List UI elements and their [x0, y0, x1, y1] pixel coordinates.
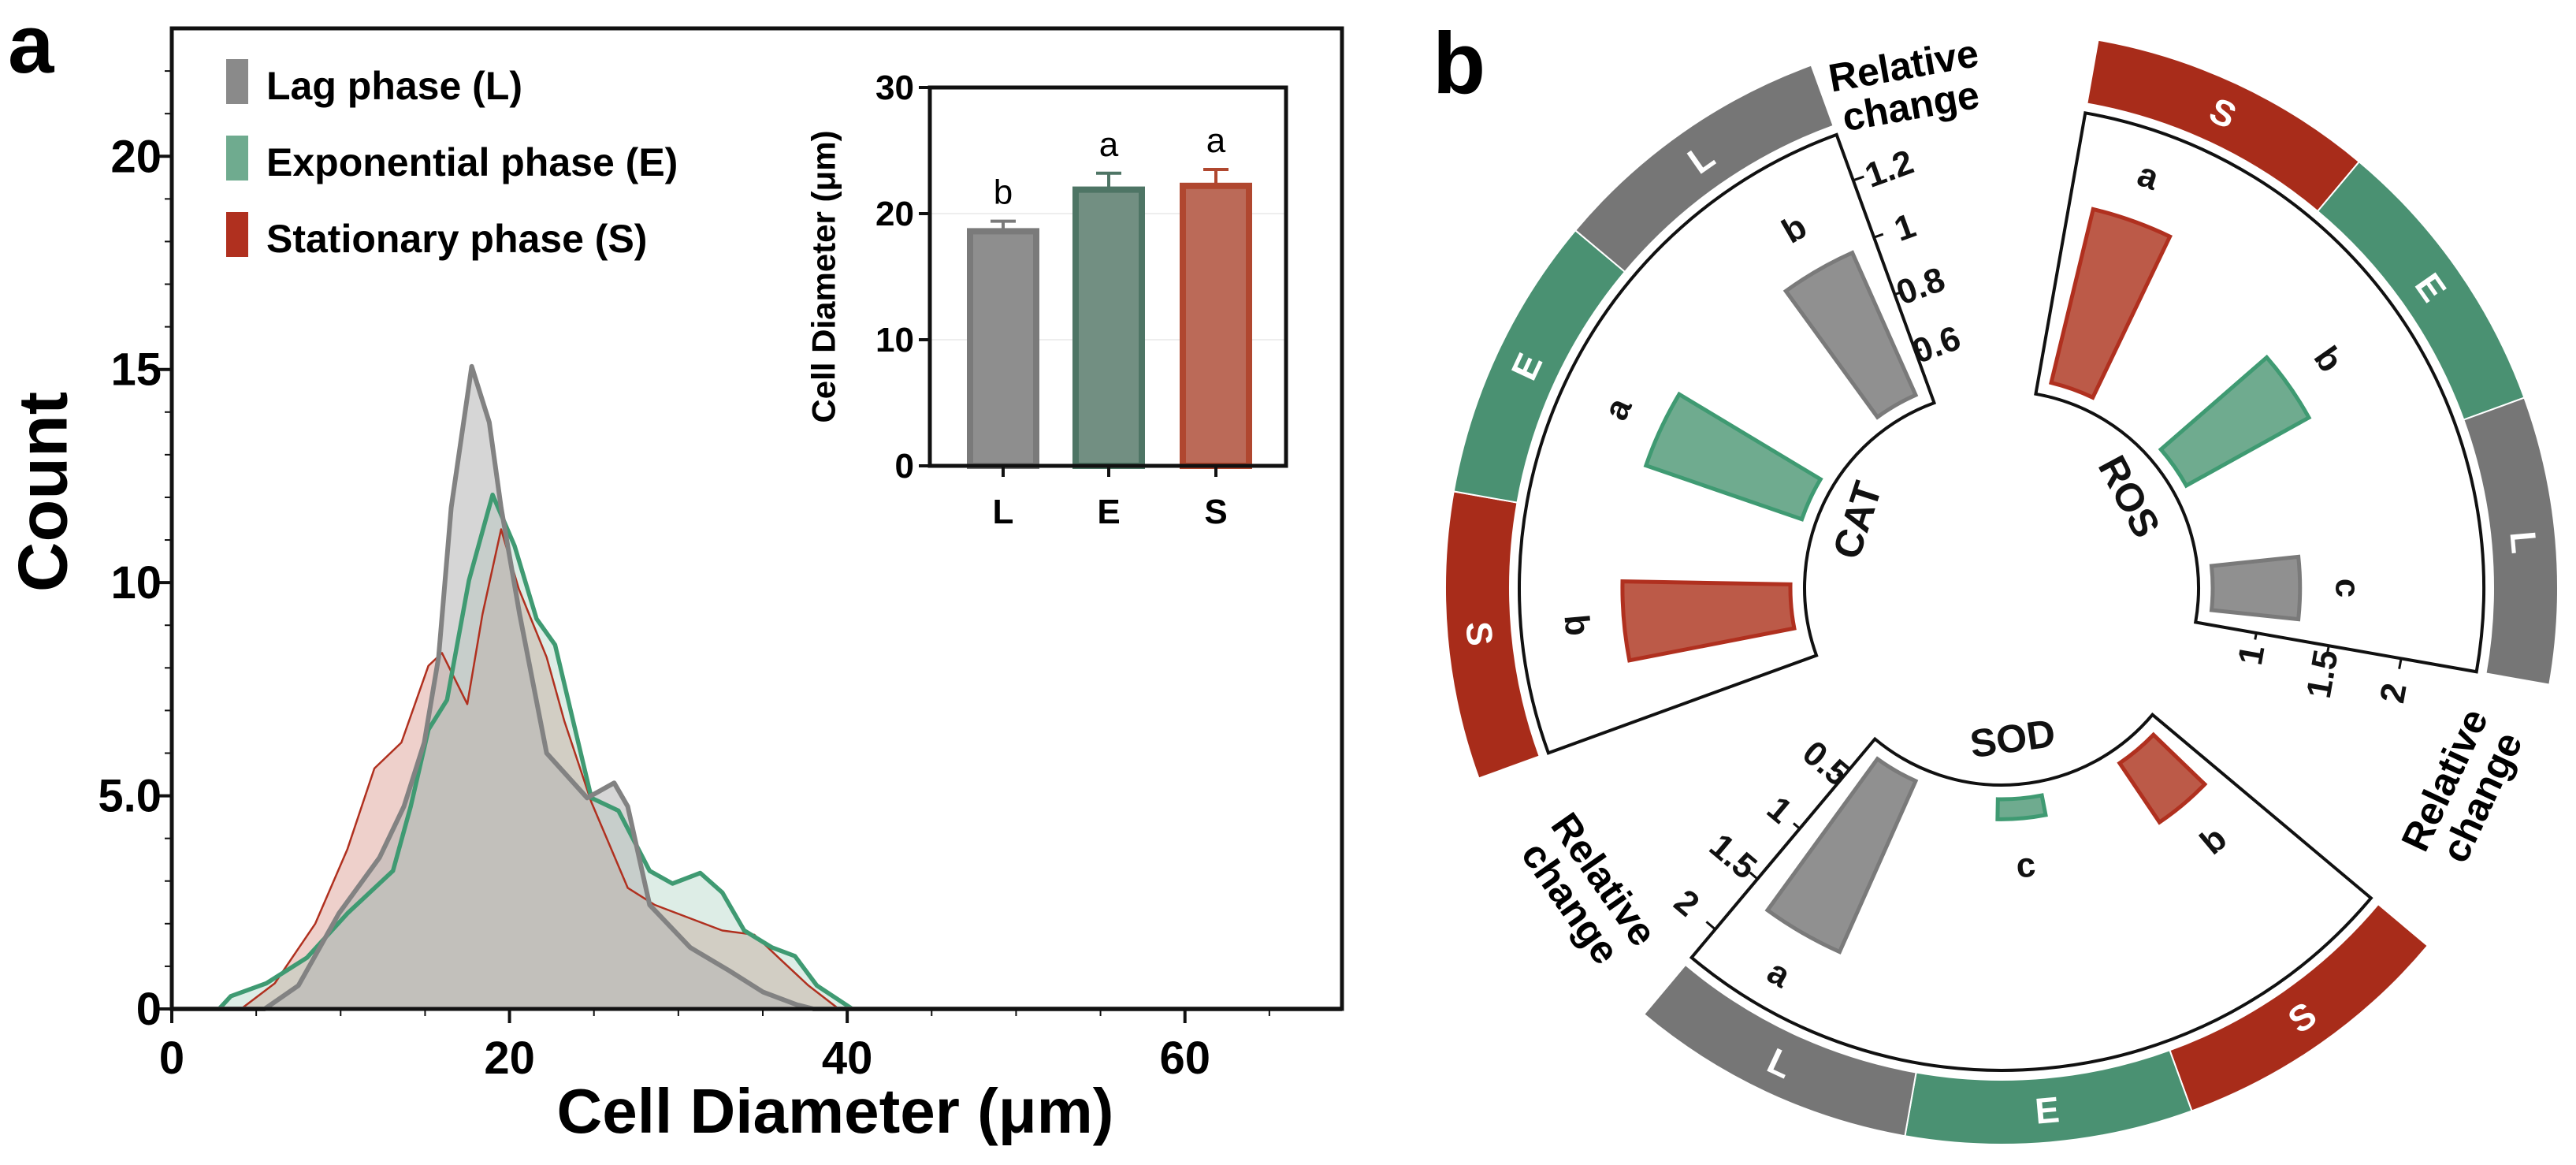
legend-swatch-exponential	[226, 136, 248, 181]
radial-tick-mark	[1894, 290, 1903, 296]
inset-significance-letter: b	[994, 173, 1013, 212]
inset-y-tick-label: 20	[875, 195, 914, 233]
radial-tick-label: 0.8	[1891, 260, 1950, 313]
radial-tick-mark	[2325, 645, 2330, 655]
inset-y-tick-label: 10	[875, 321, 914, 359]
x-tick-label: 60	[1159, 1033, 1210, 1084]
bar-cat-L	[1782, 250, 1919, 420]
density-area-L	[172, 366, 1342, 1009]
y-tick-label: 0	[136, 984, 162, 1035]
ring-segment-L	[1574, 64, 1834, 274]
ring-segment-L	[1642, 963, 1917, 1137]
y-tick-label: 20	[110, 131, 162, 182]
y-axis-title: Count	[4, 392, 82, 592]
density-fills	[172, 366, 1342, 1009]
radial-tick-mark	[1873, 233, 1884, 239]
inset-y-tick-label: 30	[875, 69, 914, 107]
bar-cat-S	[1620, 579, 1797, 663]
ring-label-S: S	[1458, 620, 1500, 647]
y-tick-label: 15	[110, 344, 162, 396]
axis-ticks: 0 20 40 60 0 5.0 10 15 20	[98, 70, 1270, 1084]
inset-bar-chart: b a a L E S 0 10 20 30 Cell Diameter (μm)	[805, 69, 1288, 531]
legend-label-lag: Lag phase (L)	[266, 64, 522, 108]
significance-letter: b	[1556, 613, 1597, 638]
radial-tick-mark	[2254, 632, 2258, 640]
axis-title-relative-change: Relativechange	[1509, 805, 1665, 977]
radial-tick-label: 1	[2231, 642, 2273, 668]
radial-tick-label: 2	[2373, 680, 2414, 706]
radial-tick-label: 1	[1890, 207, 1921, 249]
radial-tick-mark	[1749, 871, 1759, 880]
y-tick-label: 10	[110, 557, 162, 609]
panel-label-a: a	[8, 0, 55, 91]
ring-label-L: L	[2502, 530, 2544, 556]
significance-letter: c	[2014, 846, 2037, 886]
bar-ros-L	[2209, 554, 2303, 622]
density-plot: 0 20 40 60 0 5.0 10 15 20 Count Cell Diameter (μ…	[4, 26, 1344, 1146]
radial-tick-label: 1.5	[2299, 647, 2346, 702]
inset-significance-letter: a	[1206, 121, 1226, 160]
x-tick-label: 40	[822, 1033, 873, 1084]
ring-label-E: E	[2033, 1089, 2061, 1131]
bar-ros-S	[2049, 207, 2173, 400]
radial-tick-label: 1.2	[1860, 143, 1918, 195]
density-line-L	[172, 363, 1342, 1011]
radial-tick-mark	[1792, 822, 1801, 830]
radial-tick-label: 2	[1667, 882, 1706, 924]
bar-sod-L	[1764, 756, 1919, 955]
inset-bar-S	[1180, 182, 1252, 470]
radial-tick-mark	[1853, 175, 1864, 182]
panel-label-b: b	[1433, 15, 1485, 112]
radial-tick-mark	[2398, 658, 2403, 669]
axis-title-relative-change: Relativechange	[1825, 31, 1989, 141]
plot-frame	[169, 26, 1344, 1011]
legend: Lag phase (L) Exponential phase (E) Stat…	[226, 59, 678, 261]
inset-x-tick-label: E	[1097, 493, 1120, 531]
x-axis-title: Cell Diameter (μm)	[557, 1076, 1114, 1146]
inset-y-tick-label: 0	[895, 447, 914, 486]
ring-segment-L	[2463, 396, 2559, 686]
inset-bar-E	[1072, 186, 1145, 469]
legend-label-exponential: Exponential phase (E)	[266, 140, 678, 184]
significance-letter: c	[2328, 579, 2366, 597]
radial-tick-mark	[1705, 921, 1716, 931]
radial-tick-label: 1	[1760, 789, 1799, 831]
legend-swatch-stationary	[226, 212, 248, 257]
y-tick-label: 5.0	[98, 771, 162, 822]
bar-cat-E	[1643, 391, 1823, 522]
sector-name-cat: CAT	[1824, 476, 1890, 564]
legend-label-stationary: Stationary phase (S)	[266, 217, 647, 261]
x-tick-label: 0	[159, 1033, 184, 1084]
radial-tick-mark	[1836, 772, 1843, 780]
density-lines	[172, 363, 1342, 1011]
inset-x-tick-label: L	[993, 493, 1014, 531]
x-tick-label: 20	[484, 1033, 535, 1084]
radial-tick-mark	[1915, 348, 1923, 353]
bar-sod-E	[1995, 793, 2048, 821]
axis-title-relative-change: Relativechange	[2392, 702, 2533, 875]
bar-ros-E	[2158, 354, 2312, 489]
legend-swatch-lag	[226, 59, 248, 104]
circular-bar-plot: SELbab0.60.811.2RelativechangeCATSELabc1…	[1444, 31, 2559, 1145]
sector-name-sod: SOD	[1967, 711, 2057, 767]
inset-bar-L	[967, 228, 1039, 469]
inset-significance-letter: a	[1099, 125, 1119, 164]
inset-y-axis-title: Cell Diameter (μm)	[805, 130, 842, 422]
bar-sod-S	[2117, 731, 2208, 825]
inset-x-tick-label: S	[1204, 493, 1227, 531]
